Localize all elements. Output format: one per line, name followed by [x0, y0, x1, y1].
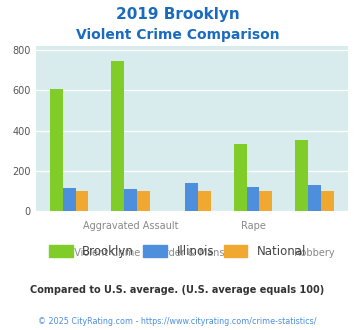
Text: Compared to U.S. average. (U.S. average equals 100): Compared to U.S. average. (U.S. average …: [31, 285, 324, 295]
Bar: [260, 191, 272, 211]
Bar: [124, 189, 137, 211]
Bar: [137, 191, 150, 211]
Legend: Brooklyn, Illinois, National: Brooklyn, Illinois, National: [44, 240, 311, 263]
Bar: [111, 61, 124, 211]
Text: Rape: Rape: [241, 221, 266, 231]
Bar: [321, 191, 333, 211]
Bar: [63, 188, 76, 211]
Text: Aggravated Assault: Aggravated Assault: [83, 221, 178, 231]
Bar: [246, 187, 260, 211]
Bar: [308, 185, 321, 211]
Text: All Violent Crime: All Violent Crime: [59, 248, 141, 257]
Text: © 2025 CityRating.com - https://www.cityrating.com/crime-statistics/: © 2025 CityRating.com - https://www.city…: [38, 317, 317, 326]
Bar: [234, 144, 246, 211]
Text: Violent Crime Comparison: Violent Crime Comparison: [76, 28, 279, 42]
Bar: [295, 140, 308, 211]
Bar: [76, 191, 88, 211]
Bar: [50, 89, 63, 211]
Bar: [185, 183, 198, 211]
Text: Murder & Mans...: Murder & Mans...: [150, 248, 234, 257]
Bar: [198, 191, 211, 211]
Text: 2019 Brooklyn: 2019 Brooklyn: [116, 7, 239, 21]
Text: Robbery: Robbery: [294, 248, 334, 257]
